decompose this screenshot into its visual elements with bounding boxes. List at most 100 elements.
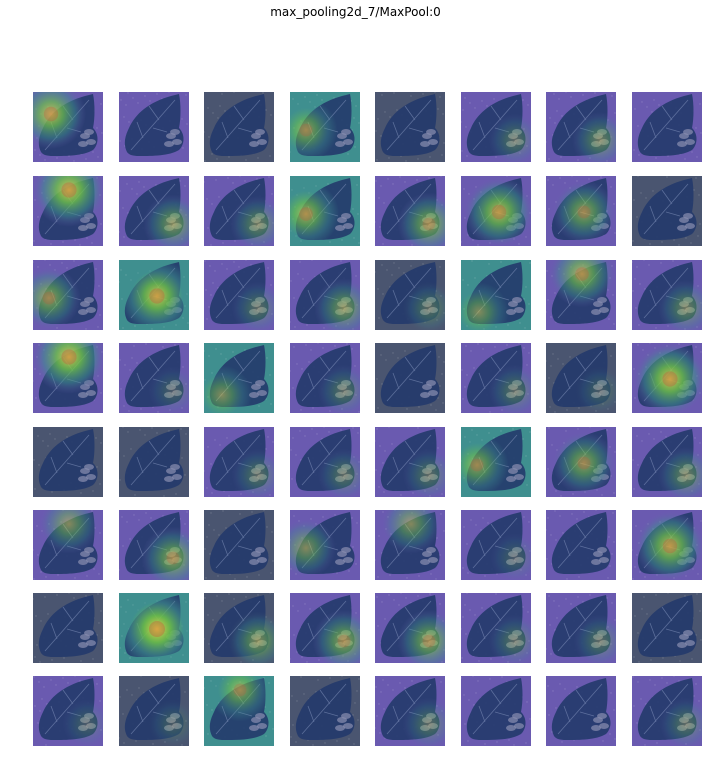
feature-map-tile bbox=[33, 510, 103, 580]
feature-map-tile bbox=[632, 593, 702, 663]
activation-heat bbox=[375, 260, 445, 330]
feature-map-tile bbox=[119, 176, 189, 246]
feature-map-tile bbox=[375, 343, 445, 413]
feature-map-tile bbox=[546, 427, 616, 497]
feature-map-tile bbox=[632, 427, 702, 497]
feature-map-tile bbox=[204, 593, 274, 663]
activation-heat bbox=[290, 176, 360, 246]
activation-heat bbox=[290, 593, 360, 663]
feature-map-tile bbox=[375, 593, 445, 663]
activation-heat bbox=[204, 593, 274, 663]
feature-map-tile bbox=[119, 343, 189, 413]
activation-heat bbox=[546, 343, 616, 413]
feature-map-tile bbox=[119, 593, 189, 663]
activation-heat bbox=[632, 510, 702, 580]
activation-heat bbox=[375, 676, 445, 746]
activation-heat bbox=[290, 92, 360, 162]
feature-map-tile bbox=[290, 343, 360, 413]
activation-heat bbox=[461, 510, 531, 580]
activation-heat bbox=[546, 92, 616, 162]
figure-title: max_pooling2d_7/MaxPool:0 bbox=[270, 5, 441, 19]
feature-map-tile bbox=[546, 593, 616, 663]
feature-map-tile bbox=[546, 176, 616, 246]
activation-heat bbox=[204, 260, 274, 330]
activation-heat bbox=[33, 176, 103, 246]
feature-map-tile bbox=[204, 92, 274, 162]
activation-heat bbox=[375, 176, 445, 246]
feature-map-tile bbox=[204, 343, 274, 413]
feature-map-tile bbox=[33, 593, 103, 663]
activation-heat bbox=[33, 676, 103, 746]
feature-map-tile bbox=[33, 427, 103, 497]
feature-map-tile bbox=[204, 676, 274, 746]
feature-map-tile bbox=[461, 92, 531, 162]
feature-map-tile bbox=[632, 260, 702, 330]
feature-map-tile bbox=[461, 593, 531, 663]
feature-map-tile bbox=[461, 260, 531, 330]
feature-map-tile bbox=[375, 176, 445, 246]
activation-heat bbox=[632, 343, 702, 413]
feature-map-tile bbox=[33, 343, 103, 413]
activation-heat bbox=[461, 343, 531, 413]
activation-heat bbox=[33, 92, 103, 162]
feature-map-tile bbox=[546, 260, 616, 330]
activation-heat bbox=[119, 343, 189, 413]
activation-heat bbox=[33, 260, 103, 330]
activation-heat bbox=[632, 260, 702, 330]
feature-map-tile bbox=[546, 92, 616, 162]
feature-map-tile bbox=[375, 510, 445, 580]
activation-heat bbox=[290, 260, 360, 330]
feature-map-tile bbox=[290, 92, 360, 162]
feature-map-tile bbox=[546, 676, 616, 746]
feature-map-tile bbox=[204, 510, 274, 580]
activation-heat bbox=[461, 593, 531, 663]
feature-map-tile bbox=[546, 343, 616, 413]
feature-map-tile bbox=[290, 260, 360, 330]
activation-heat bbox=[119, 593, 189, 663]
feature-map-tile bbox=[204, 260, 274, 330]
feature-map-tile bbox=[632, 343, 702, 413]
activation-heat bbox=[33, 343, 103, 413]
feature-map-tile bbox=[375, 260, 445, 330]
activation-heat bbox=[119, 260, 189, 330]
feature-map-tile bbox=[119, 510, 189, 580]
activation-heat bbox=[632, 427, 702, 497]
feature-map-tile bbox=[461, 343, 531, 413]
activation-heat bbox=[461, 92, 531, 162]
feature-map-tile bbox=[290, 510, 360, 580]
feature-map-tile bbox=[204, 427, 274, 497]
activation-heat bbox=[290, 343, 360, 413]
feature-map-tile bbox=[375, 427, 445, 497]
feature-map-tile bbox=[119, 427, 189, 497]
feature-map-tile bbox=[290, 176, 360, 246]
activation-heat bbox=[375, 593, 445, 663]
feature-map-tile bbox=[33, 176, 103, 246]
feature-map-tile bbox=[461, 676, 531, 746]
activation-heat bbox=[119, 510, 189, 580]
activation-heat bbox=[546, 427, 616, 497]
activation-heat bbox=[632, 676, 702, 746]
activation-heat bbox=[204, 343, 274, 413]
activation-heat bbox=[119, 676, 189, 746]
feature-map-tile bbox=[119, 676, 189, 746]
feature-map-tile bbox=[290, 427, 360, 497]
activation-heat bbox=[204, 676, 274, 746]
feature-map-tile bbox=[33, 260, 103, 330]
feature-map-tile bbox=[461, 427, 531, 497]
feature-map-tile bbox=[119, 92, 189, 162]
feature-map-tile bbox=[375, 92, 445, 162]
activation-heat bbox=[375, 510, 445, 580]
activation-heat bbox=[290, 510, 360, 580]
feature-map-tile bbox=[632, 92, 702, 162]
feature-map-tile bbox=[204, 176, 274, 246]
feature-map-tile bbox=[546, 510, 616, 580]
activation-heat bbox=[290, 427, 360, 497]
activation-heat bbox=[461, 176, 531, 246]
feature-map-tile bbox=[632, 676, 702, 746]
activation-heat bbox=[204, 427, 274, 497]
activation-heat bbox=[546, 260, 616, 330]
activation-heat bbox=[546, 176, 616, 246]
activation-heat bbox=[461, 260, 531, 330]
feature-map-tile bbox=[33, 676, 103, 746]
feature-map-tile bbox=[290, 593, 360, 663]
